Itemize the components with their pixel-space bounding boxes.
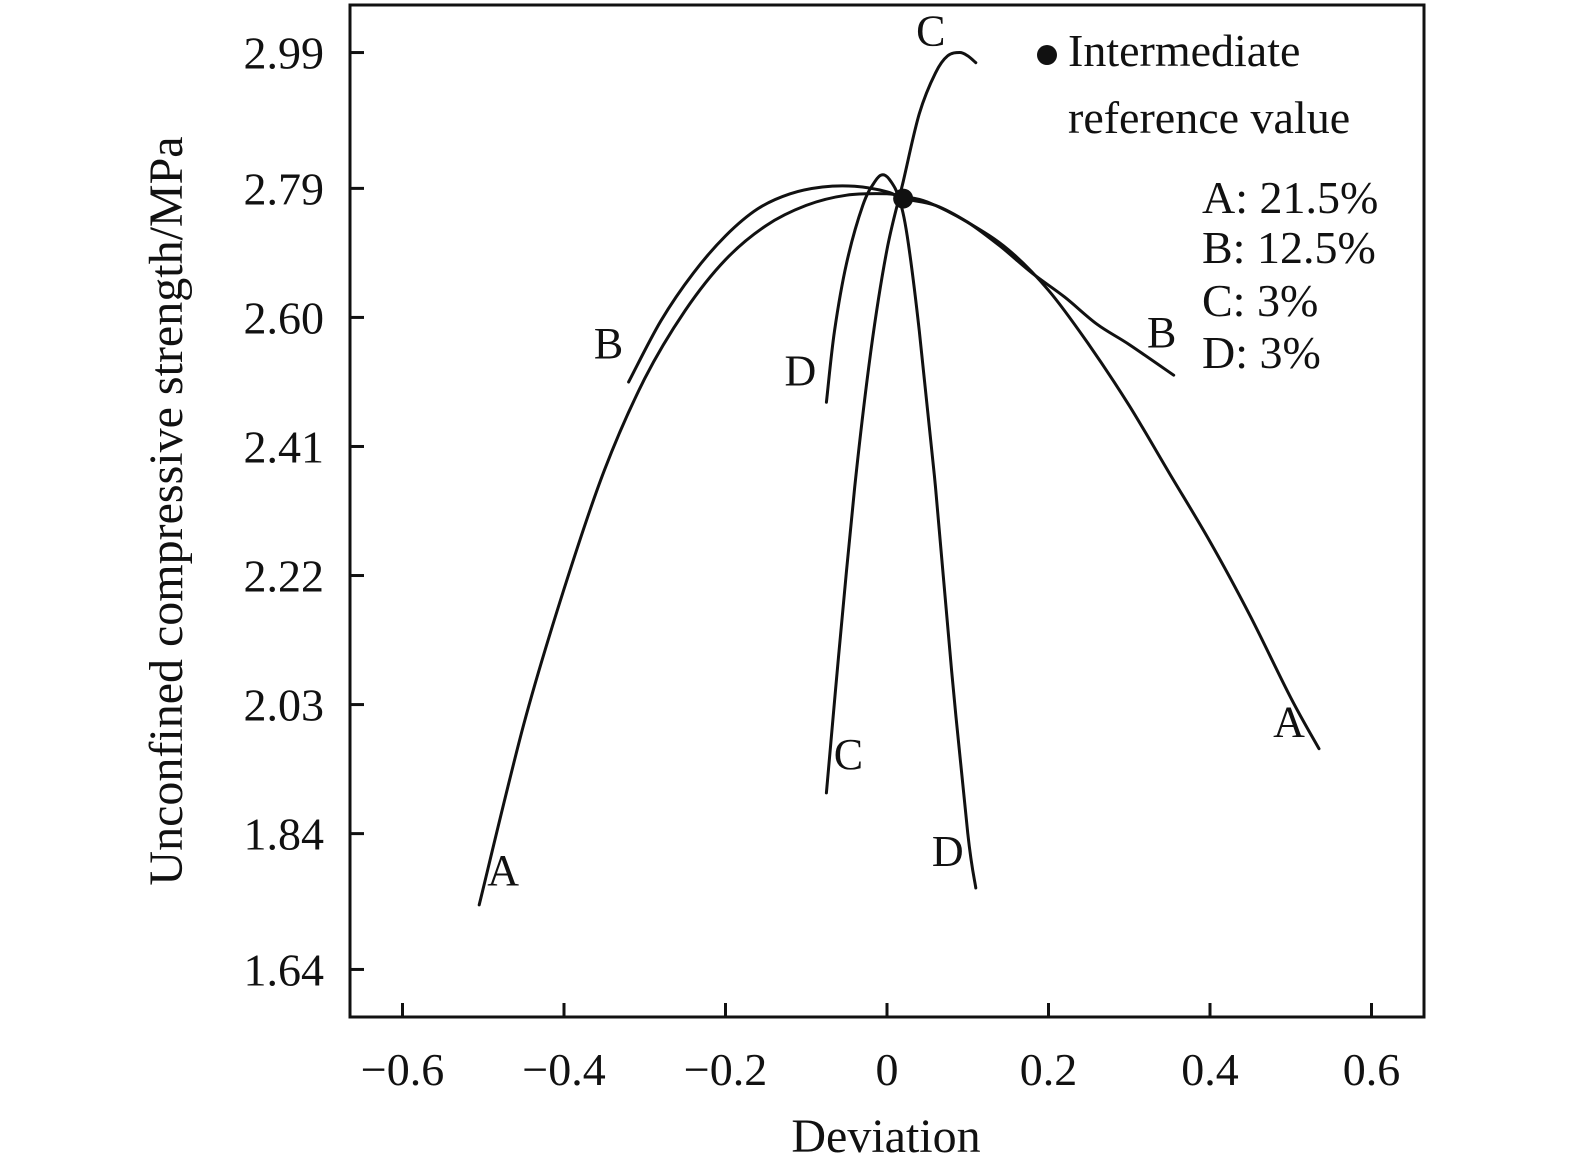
- y-tick-label: 2.79: [244, 163, 325, 214]
- curve-label-b-end: B: [1147, 308, 1176, 357]
- legend-reference-label-line-1: Intermediate: [1068, 25, 1300, 76]
- x-tick-label: −0.4: [522, 1044, 605, 1095]
- x-axis: −0.6 −0.4 −0.2 0 0.2 0.4 0.6: [361, 1003, 1400, 1095]
- curve-label-b-start: B: [594, 319, 623, 368]
- legend-reference-label-line-2: reference value: [1068, 92, 1350, 143]
- curve-label-d-start: D: [785, 346, 817, 395]
- y-tick-label: 2.99: [244, 28, 325, 79]
- series-layer: [477, 51, 1321, 907]
- curve-label-a-start: A: [487, 846, 519, 895]
- legend-entry-d: D: 3%: [1202, 327, 1321, 378]
- legend-entry-c: C: 3%: [1202, 275, 1318, 326]
- y-tick-label: 1.64: [244, 944, 325, 995]
- curve-label-c-end: C: [916, 7, 945, 56]
- x-tick-label: 0.2: [1020, 1044, 1078, 1095]
- y-tick-label: 1.84: [244, 809, 325, 860]
- y-tick-label: 2.60: [244, 292, 325, 343]
- y-tick-label: 2.22: [244, 551, 325, 602]
- y-axis-title: Unconfined compressive strength/MPa: [140, 136, 193, 885]
- y-tick-label: 2.03: [244, 680, 325, 731]
- series-b-line: [627, 184, 1176, 384]
- x-tick-label: 0: [876, 1044, 899, 1095]
- curve-label-a-end: A: [1273, 698, 1305, 747]
- y-tick-label: 2.41: [244, 421, 325, 472]
- x-tick-label: 0.4: [1181, 1044, 1239, 1095]
- x-tick-label: 0.6: [1343, 1044, 1401, 1095]
- intermediate-reference-point: [893, 188, 914, 209]
- curve-label-d-end: D: [932, 827, 964, 876]
- series-a-line: [477, 192, 1321, 907]
- legend-entry-a: A: 21.5%: [1202, 172, 1378, 223]
- legend: Intermediate reference value A: 21.5% B:…: [1037, 25, 1378, 378]
- curve-label-c-start: C: [834, 730, 863, 779]
- legend-entry-b: B: 12.5%: [1202, 222, 1376, 273]
- x-tick-label: −0.6: [361, 1044, 444, 1095]
- x-axis-title: Deviation: [791, 1110, 980, 1163]
- curve-labels: A A B B C C D D: [487, 7, 1305, 895]
- series-d-line: [824, 173, 978, 890]
- y-axis: 1.64 1.84 2.03 2.22 2.41 2.60 2.79 2.99: [244, 28, 364, 995]
- x-tick-label: −0.2: [684, 1044, 767, 1095]
- legend-reference-marker: [1037, 45, 1057, 65]
